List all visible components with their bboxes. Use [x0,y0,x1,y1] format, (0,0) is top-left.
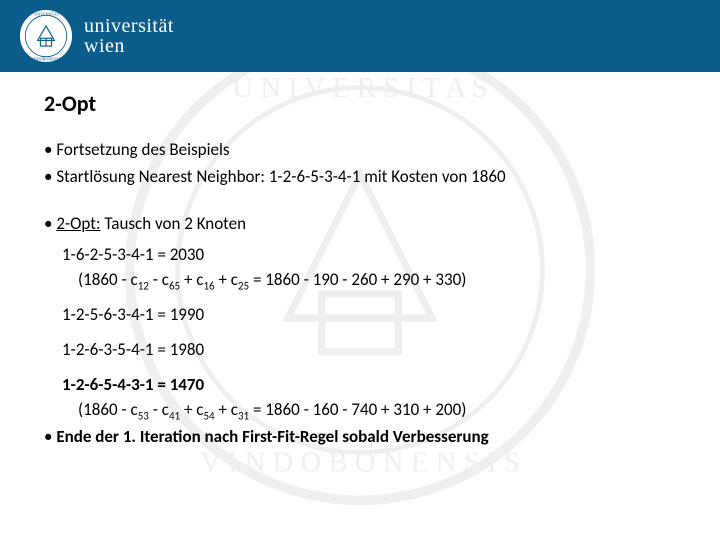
svg-text:VINDOBONENSIS: VINDOBONENSIS [30,58,62,62]
results-block: 1-6-2-5-3-4-1 = 2030 (1860 - c12 - c65 +… [44,244,676,424]
bullet-text: Startlösung Nearest Neighbor: 1-2-6-5-3-… [56,166,505,187]
header-bar: UNIVERSITAS VINDOBONENSIS universität wi… [0,0,720,72]
bullet-text: Fortsetzung des Beispiels [56,139,229,160]
slide-content: 2-Opt • Fortsetzung des Beispiels • Star… [0,72,720,449]
section-heading: • 2-Opt: Tausch von 2 Knoten [44,213,676,234]
university-seal-icon: UNIVERSITAS VINDOBONENSIS [18,8,74,64]
brand-wordmark: universität wien [84,16,174,56]
result-tour: 1-2-6-3-5-4-1 = 1980 [62,339,676,362]
footer-bullet-text: Ende der 1. Iteration nach First-Fit-Reg… [56,426,488,447]
bullet-item: • Fortsetzung des Beispiels [44,139,676,162]
result-tour: 1-2-5-6-3-4-1 = 1990 [62,304,676,327]
section-label-rest: Tausch von 2 Knoten [101,213,247,234]
result-tour-best: 1-2-6-5-4-3-1 = 1470 [62,374,676,397]
brand-line1: universität [84,16,174,36]
result-calc: (1860 - c12 - c65 + c16 + c25 = 1860 - 1… [62,269,676,294]
svg-text:V I N D O B O N E N S I S: V I N D O B O N E N S I S [200,447,519,479]
footer-bullet: • Ende der 1. Iteration nach First-Fit-R… [44,426,676,449]
result-tour: 1-6-2-5-3-4-1 = 2030 [62,244,676,267]
section-label-underlined: 2-Opt: [56,213,100,234]
slide-title: 2-Opt [44,90,676,117]
bullet-item: • Startlösung Nearest Neighbor: 1-2-6-5-… [44,166,676,189]
brand-line2: wien [84,36,174,56]
svg-text:UNIVERSITAS: UNIVERSITAS [33,12,58,16]
result-calc: (1860 - c53 - c41 + c54 + c31 = 1860 - 1… [62,399,676,424]
